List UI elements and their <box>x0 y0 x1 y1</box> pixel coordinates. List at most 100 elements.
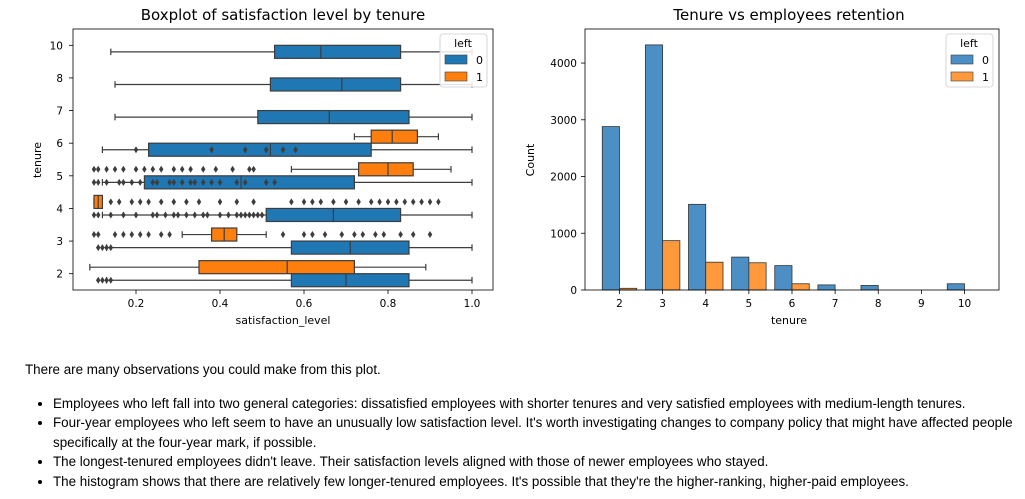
box-flier <box>158 231 164 239</box>
histogram-legend-title: left <box>960 37 979 50</box>
box-flier <box>255 211 261 219</box>
histogram-bars <box>601 44 965 291</box>
box-flier <box>251 211 256 219</box>
box-flier <box>373 231 378 239</box>
histogram-bar-stayed <box>688 203 707 291</box>
box-flier <box>171 178 177 186</box>
box-flier <box>95 231 101 239</box>
box-flier <box>150 178 156 186</box>
histogram-y-tick-label: 3000 <box>550 115 577 127</box>
box-flier <box>158 198 164 206</box>
histogram-y-tick-label: 0 <box>570 285 577 297</box>
observation-item: The longest-tenured employees didn't lea… <box>53 452 1020 472</box>
boxplot-y-tick-label: 3 <box>56 236 63 248</box>
box-group <box>89 260 427 275</box>
boxplot-y-tick-label: 2 <box>56 269 63 281</box>
box-flier <box>356 198 361 206</box>
box-flier <box>95 165 101 173</box>
boxplot-y-tick-label: 8 <box>56 73 63 85</box>
observation-item: The histogram shows that there are relat… <box>53 472 1020 492</box>
histogram-bar-stayed <box>731 256 750 291</box>
box-flier <box>91 178 97 186</box>
box-flier <box>251 165 256 173</box>
boxplot-x-tick-label: 0.6 <box>296 298 313 310</box>
histogram-legend-swatch-stayed <box>950 54 974 65</box>
histogram-chart: Tenure vs employees retention 2 3 4 5 6 7 8 9 10… <box>524 6 1000 327</box>
box-flier <box>310 198 315 206</box>
box-flier <box>230 165 235 173</box>
box-flier <box>167 231 172 239</box>
box-flier <box>171 198 177 206</box>
histogram-y-ticks: 0 1000 2000 3000 4000 <box>550 58 585 297</box>
box-group <box>101 142 473 157</box>
boxplot-y-tick-label: 7 <box>56 106 63 118</box>
box-flier <box>104 244 109 252</box>
box-flier <box>352 231 357 239</box>
boxplot-legend-title: left <box>454 37 473 50</box>
box-flier <box>133 146 139 154</box>
box-flier <box>217 178 223 186</box>
histogram-x-tick-label: 3 <box>659 298 666 310</box>
boxplot-legend-label-stayed: 0 <box>476 54 483 67</box>
box-flier <box>343 198 349 206</box>
box-iqr <box>274 44 402 59</box>
histogram-bar-stayed <box>860 285 879 291</box>
box-flier <box>247 211 252 219</box>
box-flier <box>91 165 97 173</box>
box-flier <box>129 178 135 186</box>
histogram-x-tick-label: 4 <box>702 298 709 310</box>
histogram-x-tick-label: 9 <box>918 298 925 310</box>
observation-item: Four-year employees who left seem to hav… <box>53 413 1020 452</box>
box-flier <box>238 211 244 219</box>
boxplot-legend-swatch-left <box>444 71 468 82</box>
boxplot-axes-frame <box>72 28 494 291</box>
figure: Boxplot of satisfaction level by tenure … <box>31 6 1000 327</box>
histogram-legend: left 0 1 <box>945 33 994 88</box>
box-flier <box>381 231 387 239</box>
box-flier <box>301 198 307 206</box>
box-flier <box>95 244 101 252</box>
box-flier <box>129 231 135 239</box>
box-flier <box>129 198 135 206</box>
box-flier <box>192 178 198 186</box>
histogram-legend-label-left: 1 <box>982 71 989 84</box>
box-flier <box>205 211 210 219</box>
histogram-y-tick-label: 4000 <box>550 58 577 70</box>
box-group <box>95 240 473 255</box>
box-iqr <box>148 142 372 157</box>
histogram-x-tick-label: 8 <box>875 298 882 310</box>
boxplot-y-ticks: 10 8 7 6 5 4 3 2 <box>50 40 73 281</box>
box-flier <box>259 211 265 219</box>
histogram-x-tick-label: 2 <box>616 298 623 310</box>
histogram-bar-stayed <box>601 126 620 291</box>
box-flier <box>171 165 177 173</box>
boxplot-y-tick-label: 4 <box>56 203 63 215</box>
box-flier <box>108 198 114 206</box>
box-group <box>114 109 473 125</box>
boxplot-legend-swatch-stayed <box>444 54 468 65</box>
box-flier <box>150 211 156 219</box>
box-group <box>91 162 452 177</box>
box-flier <box>339 231 345 239</box>
box-flier <box>100 244 105 252</box>
box-flier <box>121 231 126 239</box>
box-flier <box>133 165 139 173</box>
box-flier <box>184 211 189 219</box>
box-iqr <box>257 109 410 125</box>
box-flier <box>410 231 416 239</box>
box-flier <box>272 178 277 186</box>
box-flier <box>410 198 416 206</box>
box-flier <box>436 198 441 206</box>
histogram-bar-left <box>662 240 681 291</box>
box-flier <box>251 198 256 206</box>
boxplot-title: Boxplot of satisfaction level by tenure <box>141 6 426 24</box>
boxplot-x-tick-label: 0.2 <box>128 298 145 310</box>
histogram-legend-label-stayed: 0 <box>982 54 989 67</box>
boxplot-chart: Boxplot of satisfaction level by tenure … <box>31 6 494 327</box>
box-iqr <box>143 175 355 190</box>
box-flier <box>234 178 240 186</box>
box-flier <box>247 165 252 173</box>
box-flier <box>427 198 433 206</box>
box-flier <box>242 178 248 186</box>
box-group <box>353 129 439 144</box>
